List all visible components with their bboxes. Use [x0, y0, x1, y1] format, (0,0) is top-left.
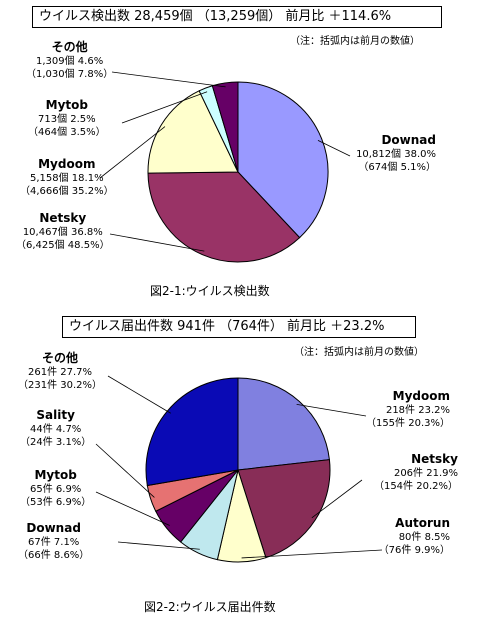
slice-label-downad: Downad 67件 7.1% （66件 8.6%）	[18, 521, 90, 561]
pie-slice-mydoom	[147, 90, 239, 174]
leader-line-netsky	[109, 233, 205, 252]
leader-line-other	[111, 71, 226, 88]
chart-note: （注：括弧内は前月の数値）	[290, 36, 420, 47]
figure-caption: 図2-2:ウイルス届出件数	[144, 600, 276, 614]
pie-slice-netsky	[237, 459, 331, 559]
leader-line-mytob	[95, 491, 170, 526]
pie-slice-other	[211, 81, 239, 173]
leader-line-downad	[317, 139, 351, 157]
leader-line-sality	[95, 443, 155, 498]
slice-label-other: その他 1,309個 4.6% （1,030個 7.8%）	[26, 40, 114, 80]
slice-label-mytob: Mytob 713個 2.5% （464個 3.5%）	[28, 98, 106, 138]
leader-line-mytob	[121, 91, 208, 124]
pie-slice-downad	[237, 81, 329, 239]
chart-title: ウイルス検出数 28,459個 （13,259個） 前月比 ＋114.6%	[32, 6, 442, 28]
leader-line-mydoom	[99, 126, 166, 179]
pie-slice-mydoom	[237, 377, 330, 471]
slice-label-mytob: Mytob 65件 6.9% （53件 6.9%）	[20, 468, 92, 508]
slice-label-other: その他 261件 27.7% （231件 30.2%）	[18, 351, 103, 391]
figure-caption: 図2-1:ウイルス検出数	[150, 284, 270, 298]
slice-label-autorun: Autorun 80件 8.5% （76件 9.9%）	[378, 516, 450, 556]
leader-line-netsky	[311, 479, 363, 519]
slice-label-mydoom: Mydoom 218件 23.2% （155件 20.3%）	[365, 389, 450, 429]
chart-virus-detections: ウイルス検出数 28,459個 （13,259個） 前月比 ＋114.6% （注…	[0, 0, 480, 300]
chart-note: （注：括弧内は前月の数値）	[294, 347, 424, 358]
slice-label-downad: Downad 10,812個 38.0% （674個 5.1%）	[356, 133, 436, 173]
pie-plot	[95, 375, 383, 563]
slice-label-netsky: Netsky 10,467個 36.8% （6,425個 48.5%）	[16, 211, 110, 251]
pie-plot	[99, 71, 351, 263]
leader-line-other	[107, 375, 171, 414]
chart-virus-reports: ウイルス届出件数 941件 （764件） 前月比 ＋23.2% （注：括弧内は前…	[0, 312, 480, 620]
slice-label-sality: Sality 44件 4.7% （24件 3.1%）	[20, 408, 92, 448]
pie-slice-netsky	[147, 171, 301, 263]
leader-line-autorun	[241, 549, 383, 559]
slice-label-netsky: Netsky 206件 21.9% （154件 20.2%）	[373, 452, 458, 492]
pie-slice-other	[145, 377, 239, 487]
slice-label-mydoom: Mydoom 5,158個 18.1% （4,666個 35.2%）	[20, 157, 114, 197]
leader-line-downad	[117, 541, 200, 550]
chart-title: ウイルス届出件数 941件 （764件） 前月比 ＋23.2%	[62, 316, 416, 338]
leader-line-mydoom	[296, 403, 367, 417]
